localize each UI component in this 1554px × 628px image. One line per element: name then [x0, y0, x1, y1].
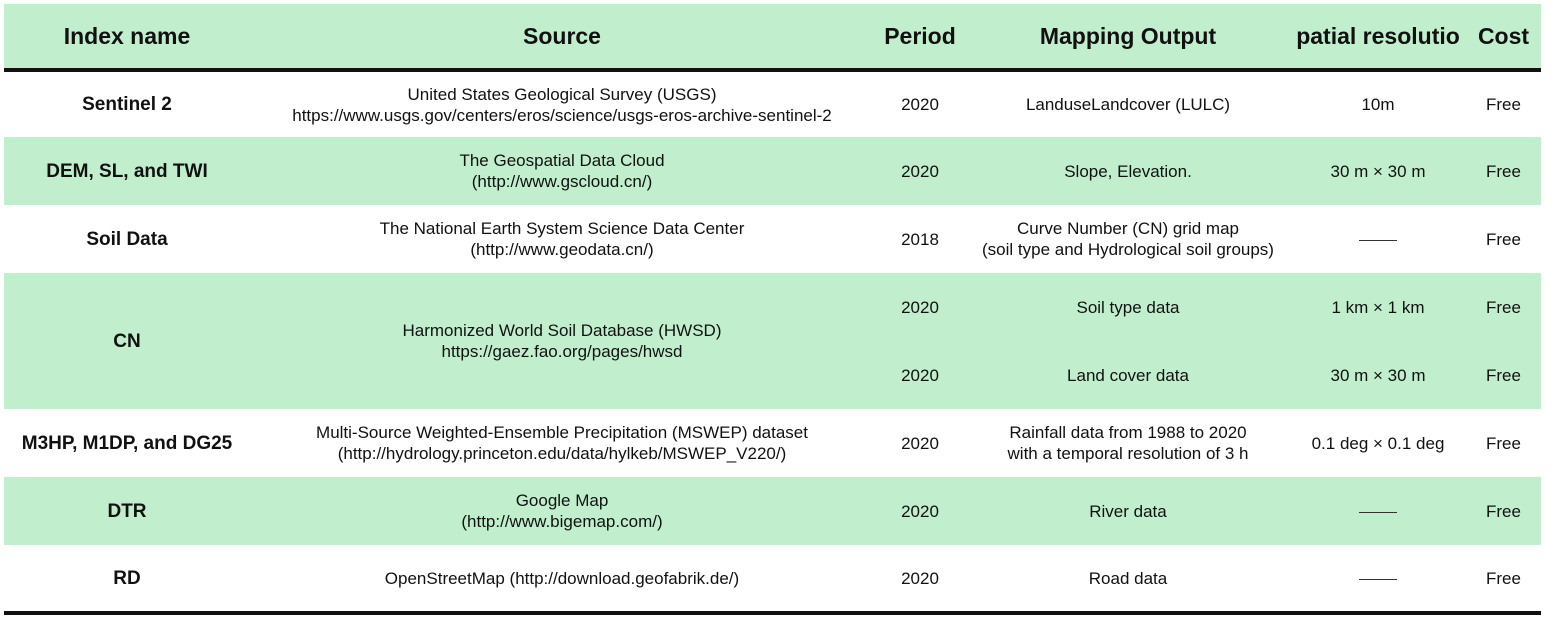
cell-resolution: 1 km × 1 km	[1331, 297, 1425, 317]
cell-cost: Free	[1486, 161, 1521, 181]
table-row: Sentinel 2 United States Geological Surv…	[4, 70, 1541, 137]
cell-mapping-output: Curve Number (CN) grid map (soil type an…	[966, 205, 1290, 273]
cell-source: OpenStreetMap (http://download.geofabrik…	[250, 545, 874, 615]
cell-index-name: Sentinel 2	[82, 94, 172, 115]
cell-period: 2020	[901, 433, 939, 453]
source-line-1: The National Earth System Science Data C…	[379, 219, 745, 238]
table-row: M3HP, M1DP, and DG25 Multi-Source Weight…	[4, 409, 1541, 477]
source-line-1: Google Map	[515, 491, 609, 510]
cell-period: 2020	[901, 297, 939, 317]
cell-mapping-output: Soil type data	[1076, 297, 1180, 317]
cell-mapping-output: Slope, Elevation.	[1064, 161, 1192, 181]
cell-source: United States Geological Survey (USGS) h…	[250, 70, 874, 137]
source-line-2: (http://hydrology.princeton.edu/data/hyl…	[337, 444, 787, 463]
empty-dash	[1359, 511, 1397, 513]
source-line-2: (http://www.bigemap.com/)	[461, 512, 663, 531]
source-line-1: The Geospatial Data Cloud	[459, 151, 665, 170]
table-row: DEM, SL, and TWI The Geospatial Data Clo…	[4, 137, 1541, 205]
cell-period: 2018	[901, 229, 939, 249]
table-header-row: Index name Source Period Mapping Output …	[4, 4, 1541, 72]
cell-period: 2020	[901, 95, 939, 114]
cell-mapping-output: Rainfall data from 1988 to 2020 with a t…	[966, 409, 1290, 477]
cell-cost: Free	[1486, 229, 1521, 249]
cell-index-name: RD	[4, 545, 250, 615]
cell-mapping-output: River data	[1089, 501, 1167, 521]
cell-source: Google Map (http://www.bigemap.com/)	[250, 477, 874, 545]
cell-index-name: Soil Data	[86, 228, 168, 250]
cell-source: The Geospatial Data Cloud (http://www.gs…	[250, 137, 874, 205]
empty-dash	[1359, 578, 1397, 580]
header-source: Source	[250, 4, 874, 72]
cell-cost: Free	[1486, 365, 1521, 385]
header-spatial-resolution: patial resolutio	[1290, 4, 1466, 72]
source-line-2: (http://www.gscloud.cn/)	[471, 172, 653, 191]
data-sources-table: Index name Source Period Mapping Output …	[4, 4, 1541, 615]
cell-cost: Free	[1486, 433, 1521, 453]
output-line-1: Rainfall data from 1988 to 2020	[1009, 423, 1247, 442]
cell-resolution	[1290, 477, 1466, 545]
source-line-2: https://www.usgs.gov/centers/eros/scienc…	[292, 105, 832, 125]
cell-period: 2020	[901, 365, 939, 385]
cell-period: 2020	[874, 545, 966, 615]
output-line-2: with a temporal resolution of 3 h	[1007, 444, 1249, 463]
cell-resolution	[1290, 545, 1466, 615]
source-line-1: United States Geological Survey (USGS)	[407, 84, 717, 104]
cell-cost: Free	[1486, 95, 1521, 114]
table-row: DTR Google Map (http://www.bigemap.com/)…	[4, 477, 1541, 545]
cell-cost: Free	[1486, 501, 1521, 521]
header-index-name: Index name	[4, 4, 250, 72]
cell-resolution	[1290, 205, 1466, 273]
cell-index-name: CN	[113, 330, 141, 352]
cell-source: Multi-Source Weighted-Ensemble Precipita…	[250, 409, 874, 477]
header-cost: Cost	[1466, 4, 1541, 72]
cell-period: 2020	[901, 161, 939, 181]
empty-dash	[1359, 239, 1397, 241]
cell-index-name: DTR	[107, 500, 147, 522]
header-period: Period	[874, 4, 966, 72]
header-mapping-output: Mapping Output	[966, 4, 1290, 72]
table-row: Soil Data The National Earth System Scie…	[4, 205, 1541, 273]
source-line-2: https://gaez.fao.org/pages/hwsd	[441, 342, 683, 361]
cell-mapping-output: LanduseLandcover (LULC)	[1025, 95, 1231, 114]
cell-mapping-output: Road data	[966, 545, 1290, 615]
source-line-2: (http://www.geodata.cn/)	[470, 240, 654, 259]
cell-source: The National Earth System Science Data C…	[250, 205, 874, 273]
source-line-1: Multi-Source Weighted-Ensemble Precipita…	[316, 423, 808, 442]
cell-source: Harmonized World Soil Database (HWSD) ht…	[250, 273, 874, 409]
cell-cost: Free	[1486, 297, 1521, 317]
cell-period: 2020	[901, 501, 939, 521]
output-line-2: (soil type and Hydrological soil groups)	[982, 240, 1274, 259]
output-line-1: Curve Number (CN) grid map	[1017, 219, 1239, 238]
cell-resolution: 30 m × 30 m	[1330, 365, 1426, 385]
cell-cost: Free	[1466, 545, 1541, 615]
table-row: CN Harmonized World Soil Database (HWSD)…	[4, 273, 1541, 361]
cell-resolution: 10m	[1361, 95, 1395, 114]
table-row: RD OpenStreetMap (http://download.geofab…	[4, 545, 1541, 615]
cell-resolution: 0.1 deg × 0.1 deg	[1311, 433, 1445, 453]
source-line-1: Harmonized World Soil Database (HWSD)	[402, 321, 722, 340]
cell-mapping-output: Land cover data	[1067, 365, 1189, 385]
cell-index-name: DEM, SL, and TWI	[46, 160, 208, 182]
cell-index-name: M3HP, M1DP, and DG25	[21, 432, 233, 454]
cell-resolution: 30 m × 30 m	[1330, 161, 1426, 181]
